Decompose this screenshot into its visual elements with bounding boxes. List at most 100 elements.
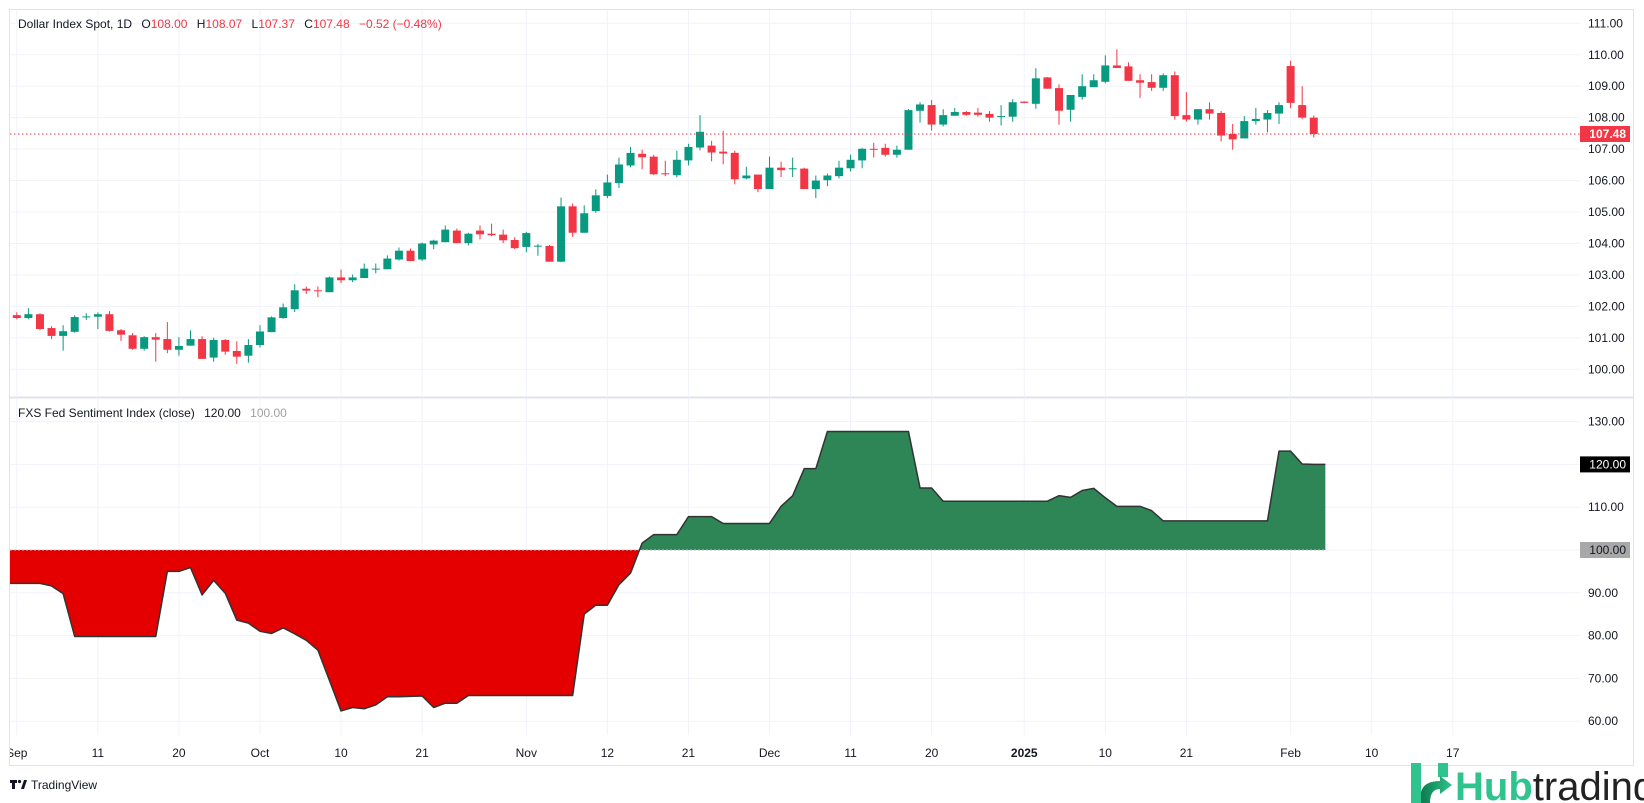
candle-body bbox=[626, 152, 635, 166]
candle-body bbox=[753, 174, 762, 190]
candle bbox=[59, 325, 68, 351]
high-value: 108.07 bbox=[205, 17, 242, 31]
candle-body bbox=[163, 339, 172, 350]
candle bbox=[881, 143, 890, 157]
candle bbox=[1240, 116, 1249, 139]
candle-body bbox=[580, 213, 589, 233]
sentiment-area-series bbox=[10, 430, 1326, 712]
candle-body bbox=[1136, 80, 1145, 83]
candle bbox=[777, 161, 786, 178]
candle bbox=[591, 189, 600, 213]
candle-body bbox=[1240, 121, 1249, 139]
candle-body bbox=[1251, 118, 1260, 122]
candle-body bbox=[12, 315, 21, 318]
candle-body bbox=[568, 206, 577, 233]
candle bbox=[232, 341, 241, 364]
candle-body bbox=[128, 335, 137, 349]
candle bbox=[545, 245, 554, 262]
candle-body bbox=[811, 180, 820, 190]
candle bbox=[1066, 95, 1075, 122]
candle bbox=[313, 286, 322, 298]
indicator-legend[interactable]: FXS Fed Sentiment Index (close) 120.00 1… bbox=[18, 406, 287, 420]
candle bbox=[638, 149, 647, 170]
hubtrading-logo: Hubtrading bbox=[1411, 763, 1644, 803]
candle bbox=[719, 130, 728, 165]
main-legend[interactable]: Dollar Index Spot, 1D O108.00 H108.07 L1… bbox=[18, 17, 442, 31]
candle-body bbox=[232, 351, 241, 357]
time-axis-label: 21 bbox=[682, 746, 696, 760]
symbol-title: Dollar Index Spot, 1D bbox=[18, 17, 132, 31]
candle bbox=[1159, 73, 1168, 91]
candle bbox=[672, 150, 681, 178]
candle bbox=[24, 308, 33, 320]
candle bbox=[418, 242, 427, 262]
candle-body bbox=[47, 328, 56, 336]
gridlines bbox=[10, 10, 1580, 735]
candle bbox=[441, 225, 450, 243]
time-axis[interactable]: Sep 11 20 Oct 10 21 Nov 12 21 Dec 11 20 2025 10 21 Feb 1… bbox=[6, 746, 1460, 760]
time-axis-label: 20 bbox=[172, 746, 186, 760]
indicator-axis[interactable]: 130.00 110.00 90.00 80.00 70.00 60.00 bbox=[1588, 415, 1625, 729]
time-axis-label: 11 bbox=[92, 746, 105, 760]
candle-body bbox=[186, 339, 195, 346]
candle-body bbox=[1309, 117, 1318, 135]
candle bbox=[742, 166, 751, 180]
candle-body bbox=[950, 111, 959, 116]
candle bbox=[927, 100, 936, 131]
candle bbox=[533, 244, 542, 256]
candle bbox=[279, 303, 288, 319]
time-axis-label: 10 bbox=[1365, 746, 1379, 760]
indicator-axis-label: 70.00 bbox=[1588, 671, 1618, 685]
time-axis-label: 17 bbox=[1446, 746, 1460, 760]
indicator-axis-label: 80.00 bbox=[1588, 629, 1618, 643]
time-axis-label: 12 bbox=[601, 746, 615, 760]
candle-body bbox=[394, 250, 403, 260]
time-axis-label: Nov bbox=[516, 746, 537, 760]
candle bbox=[348, 274, 357, 283]
indicator-axis-label: 60.00 bbox=[1588, 714, 1618, 728]
candle bbox=[82, 313, 91, 320]
time-axis-label: Feb bbox=[1280, 746, 1301, 760]
candle-body bbox=[1298, 105, 1307, 118]
candle-body bbox=[1055, 88, 1063, 111]
candle-body bbox=[730, 152, 739, 180]
candle bbox=[985, 111, 994, 122]
candle-body bbox=[939, 115, 948, 125]
candle-body bbox=[742, 175, 751, 179]
candle bbox=[1136, 74, 1145, 98]
candle-body bbox=[24, 314, 33, 318]
price-axis-label: 111.00 bbox=[1588, 16, 1623, 30]
candle bbox=[614, 157, 623, 189]
price-axis[interactable]: 111.00 110.00 109.00 108.00 107.00 106.00 105.… bbox=[1588, 16, 1625, 376]
candlestick-series bbox=[12, 49, 1318, 364]
candle bbox=[1309, 115, 1318, 138]
candle-body bbox=[1078, 86, 1087, 97]
candle bbox=[858, 147, 867, 169]
candle bbox=[325, 276, 334, 293]
candle bbox=[707, 140, 716, 162]
candle-body bbox=[672, 159, 681, 176]
sentiment-line bbox=[10, 430, 1326, 712]
candle bbox=[1078, 74, 1087, 100]
candle bbox=[696, 115, 705, 151]
candle bbox=[429, 239, 438, 250]
time-axis-label: 11 bbox=[844, 746, 857, 760]
hubtrading-wordmark: Hubtrading bbox=[1455, 765, 1644, 803]
tradingview-logo[interactable]: TradingView bbox=[10, 778, 97, 792]
low-label: L bbox=[252, 17, 259, 31]
candle bbox=[1147, 74, 1156, 91]
candle-body bbox=[140, 337, 149, 349]
candle-body bbox=[962, 111, 971, 115]
candle bbox=[1217, 111, 1226, 142]
candle-body bbox=[105, 314, 114, 331]
candle bbox=[487, 223, 496, 237]
candle-body bbox=[1147, 82, 1156, 88]
candle bbox=[626, 146, 635, 168]
candle-body bbox=[522, 233, 531, 247]
candle-body bbox=[429, 240, 438, 245]
candle bbox=[221, 339, 230, 355]
candle-body bbox=[255, 331, 264, 346]
candle-body bbox=[476, 230, 484, 235]
hubtrading-icon bbox=[1411, 763, 1452, 803]
